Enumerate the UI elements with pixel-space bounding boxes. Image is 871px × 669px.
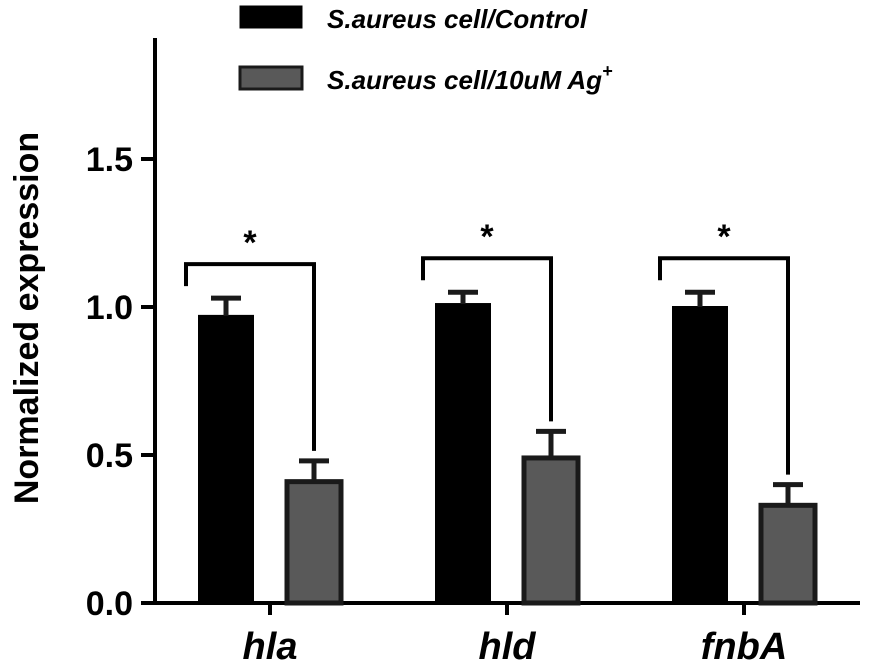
y-tick-label: 1.5 (86, 141, 133, 179)
bar (284, 479, 344, 606)
bars (198, 289, 818, 606)
legend: S.aureus cell/Control S.aureus cell/10uM … (238, 4, 613, 95)
axes: 0.0 0.5 1.0 1.5 Normalized expression hla hld f… (8, 38, 860, 668)
legend-swatch (238, 65, 304, 91)
legend-swatch (239, 5, 303, 29)
significance-star: * (243, 224, 257, 262)
y-tick-label: 1.0 (86, 289, 133, 327)
significance-star: * (717, 218, 731, 256)
legend-label-superscript: + (602, 61, 613, 81)
significance-bracket (421, 256, 553, 422)
legend-label-text: S.aureus cell/Control (327, 4, 588, 34)
significance-bracket (658, 256, 790, 475)
x-tick-label: hla (243, 626, 298, 668)
y-tick-label: 0.0 (86, 585, 133, 623)
legend-label-text: S.aureus cell/10uM Ag (327, 65, 602, 95)
bar (521, 455, 581, 606)
bar (435, 303, 491, 604)
y-axis-label: Normalized expression (8, 132, 46, 504)
bar (198, 314, 254, 604)
x-tick-label: hld (479, 626, 537, 668)
significance-star: * (480, 218, 494, 256)
bar (758, 502, 818, 606)
legend-label: S.aureus cell/10uM Ag+ (327, 61, 613, 95)
significance-bracket (184, 262, 316, 451)
legend-label: S.aureus cell/Control (327, 4, 588, 34)
significance-brackets: * * * (184, 218, 790, 475)
y-tick-label: 0.5 (86, 437, 133, 475)
bar (672, 306, 728, 604)
x-tick-label: fnbA (701, 626, 788, 668)
